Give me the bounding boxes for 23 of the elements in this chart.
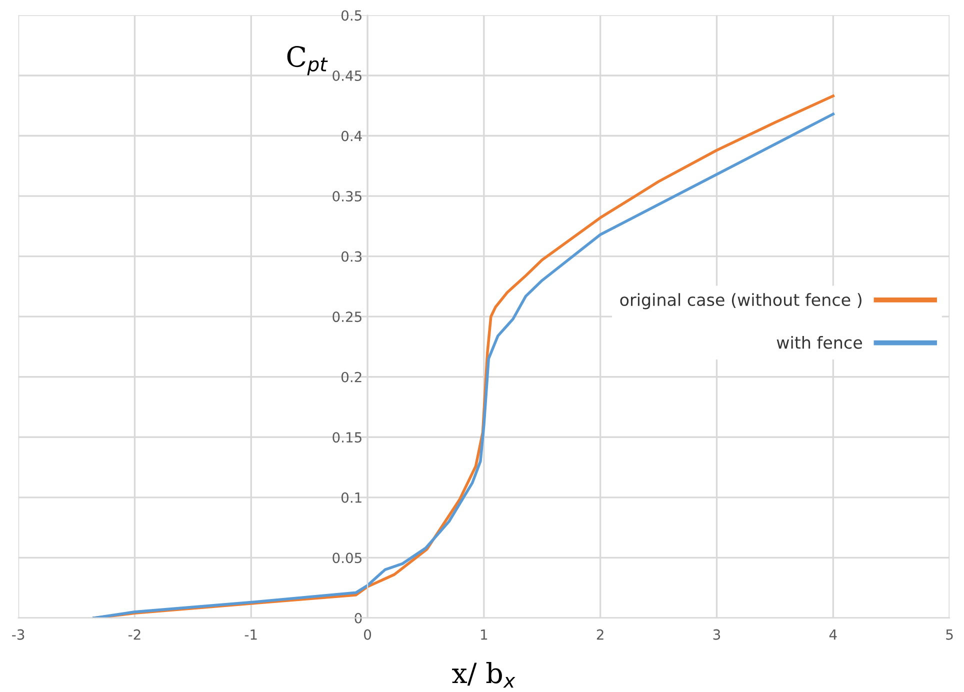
y-tick-label: 0.4 [341,130,362,142]
x-tick-label: 0 [364,629,372,640]
x-tick-label: 2 [596,629,604,640]
x-axis-title: x/ b$_{x}$ [452,662,516,688]
x-tick-label: 1 [481,629,488,640]
y-tick-label: 0.45 [332,70,362,81]
x-tick-label: 5 [946,629,953,640]
x-tick-label: 4 [829,629,837,640]
y-axis-title: C$_{pt}$ [287,46,328,76]
y-tick-label: 0.1 [341,492,362,503]
y-tick-label: 0.2 [341,372,362,382]
x-tick-label: -1 [244,629,257,640]
y-tick-label: 0.5 [341,10,362,21]
y-tick-label: 0.25 [332,312,362,322]
y-tick-label: 0.3 [341,251,362,262]
x-tick-label: -3 [12,629,24,640]
legend-label: original case (without fence ) [620,293,862,310]
x-tick-label: 3 [713,629,720,640]
y-tick-label: 0.35 [332,191,362,202]
y-tick-label: 0.15 [332,432,362,443]
x-tick-label: -2 [128,629,140,640]
y-tick-label: 0.05 [332,552,362,564]
legend-label: with fence [776,336,862,349]
